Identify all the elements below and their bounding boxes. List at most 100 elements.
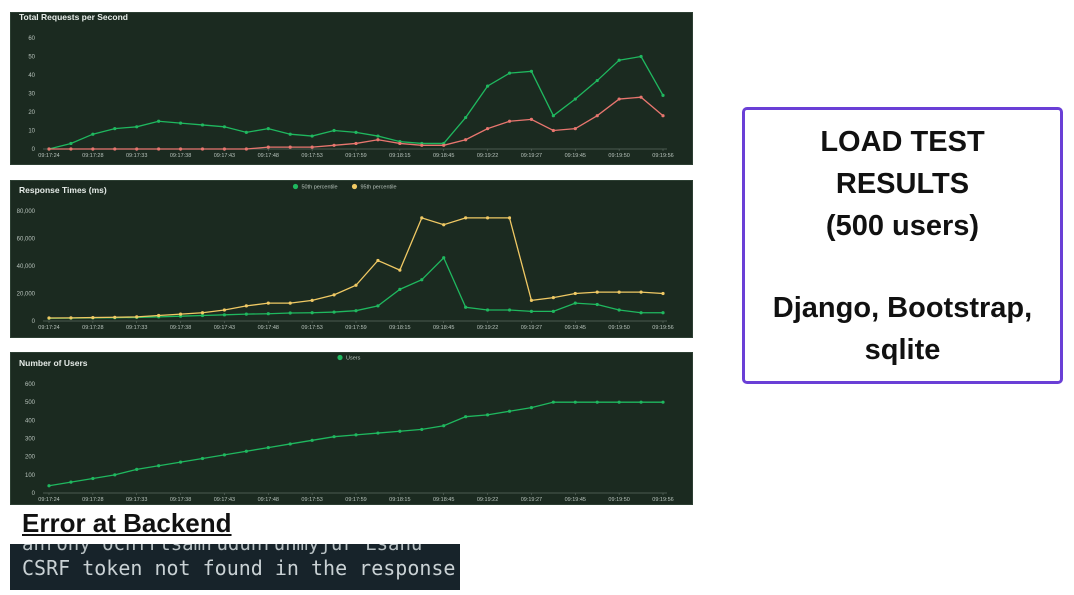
x-tick-label: 09:17:38: [170, 153, 191, 159]
data-point: [551, 296, 555, 300]
data-point: [113, 315, 117, 319]
y-tick-label: 60,000: [17, 237, 36, 243]
data-point: [485, 216, 490, 220]
data-point: [200, 311, 205, 315]
response-times-panel: Response Times (ms) 0 20,000 40,000 60,000 80…: [10, 180, 693, 338]
data-point: [69, 141, 73, 146]
x-tick-label: 09:17:28: [82, 325, 103, 331]
data-point: [135, 147, 139, 151]
data-point: [573, 400, 577, 404]
x-tick-label: 09:19:50: [608, 497, 629, 503]
terminal-partial-line: ahrohy ochfrtsamruduhrunmyjur Lsahu: [22, 544, 423, 555]
data-point: [485, 127, 490, 131]
series-line: [49, 96, 664, 150]
data-point: [551, 128, 555, 133]
data-point: [332, 435, 336, 439]
y-tick-label: 0: [32, 491, 36, 497]
data-point: [617, 58, 621, 62]
data-point: [244, 304, 248, 308]
data-point: [222, 453, 227, 457]
data-point: [113, 473, 117, 477]
y-tick-label: 400: [25, 418, 36, 424]
data-point: [288, 145, 292, 149]
data-point: [288, 301, 292, 305]
data-point: [595, 114, 599, 118]
data-point: [157, 119, 161, 123]
data-point: [464, 138, 468, 142]
data-point: [464, 115, 468, 120]
response-times-chart: Response Times (ms) 0 20,000 40,000 60,000 80…: [17, 183, 674, 331]
data-point: [266, 301, 270, 305]
data-point: [135, 315, 139, 319]
data-point: [485, 413, 490, 417]
data-point: [222, 125, 227, 129]
y-tick-label: 0: [32, 319, 36, 325]
y-tick-label: 600: [25, 382, 36, 388]
data-point: [420, 427, 424, 432]
data-point: [661, 93, 665, 97]
data-point: [551, 400, 555, 404]
data-point: [529, 298, 534, 302]
data-point: [200, 123, 205, 127]
data-point: [200, 147, 205, 151]
legend-label: 95th percentile: [361, 185, 397, 191]
data-point: [376, 304, 380, 308]
data-point: [529, 69, 534, 73]
data-point: [398, 141, 402, 146]
data-point: [244, 449, 248, 453]
summary-line-2: RESULTS: [835, 167, 970, 200]
x-tick-label: 09:18:15: [389, 325, 410, 331]
x-tick-label: 09:17:33: [126, 497, 147, 503]
y-tick-label: 0: [32, 147, 36, 153]
data-point: [639, 95, 643, 99]
data-point: [178, 312, 183, 316]
data-point: [573, 97, 577, 101]
x-tick-label: 09:18:45: [433, 325, 454, 331]
y-tick-label: 30: [28, 92, 35, 98]
data-point: [266, 127, 270, 131]
y-tick-label: 500: [25, 400, 36, 406]
data-point: [376, 431, 380, 435]
x-tick-label: 09:19:27: [521, 153, 542, 159]
x-tick-label: 09:17:33: [126, 325, 147, 331]
data-point: [244, 312, 248, 316]
data-point: [376, 138, 380, 142]
summary-line-3: (500 users): [825, 209, 980, 242]
data-point: [135, 467, 139, 471]
data-point: [507, 409, 512, 413]
data-point: [178, 460, 183, 464]
data-point: [507, 216, 512, 220]
data-point: [485, 84, 490, 88]
data-point: [507, 71, 512, 75]
data-point: [310, 311, 314, 315]
data-point: [332, 128, 336, 133]
data-point: [420, 143, 424, 147]
x-tick-label: 09:19:22: [477, 153, 498, 159]
data-point: [507, 308, 512, 312]
data-point: [157, 464, 161, 468]
data-point: [464, 415, 468, 419]
data-point: [398, 429, 402, 433]
data-point: [507, 119, 512, 123]
x-tick-label: 09:18:45: [433, 497, 454, 503]
x-tick-label: 09:17:59: [345, 497, 366, 503]
data-point: [157, 313, 161, 318]
data-point: [551, 114, 555, 118]
x-tick-label: 09:19:56: [652, 497, 673, 503]
data-point: [595, 78, 599, 83]
x-tick-label: 09:17:48: [258, 325, 279, 331]
data-point: [47, 147, 51, 151]
data-point: [332, 143, 336, 147]
x-tick-label: 09:17:53: [301, 497, 322, 503]
x-tick-label: 09:17:59: [345, 325, 366, 331]
data-point: [661, 311, 665, 315]
error-heading: Error at Backend: [22, 508, 232, 538]
data-point: [266, 312, 270, 316]
data-point: [222, 313, 227, 317]
x-tick-label: 09:17:48: [258, 497, 279, 503]
legend-marker: [292, 183, 299, 190]
series-line: [48, 55, 664, 150]
data-point: [595, 302, 599, 307]
number-of-users-panel: Number of Users 0 100 200 300 400 500 600 09:17:…: [10, 352, 693, 505]
x-tick-label: 09:18:15: [389, 497, 410, 503]
